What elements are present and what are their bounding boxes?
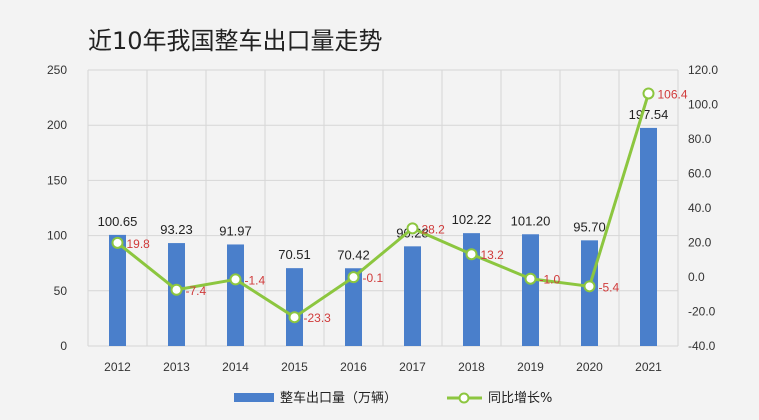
x-tick-label: 2018: [458, 360, 485, 374]
x-tick-label: 2020: [576, 360, 603, 374]
legend: 整车出口量（万辆） 同比增长%: [234, 390, 552, 406]
bar-value-label: 197.54: [629, 107, 669, 122]
line-series: 19.8 -7.4 -1.4 -23.3 -0.1 28.2 13.2 -1.0 -5.4 106…: [111, 87, 688, 325]
x-tick-label: 2012: [104, 360, 131, 374]
bar: [345, 268, 362, 346]
y-axis-right: -40.0 -20.0 0.0 20.0 40.0 60.0 80.0 100.0 120.0: [688, 63, 718, 353]
yoy-value-label: -23.3: [304, 311, 332, 325]
yoy-value-label: -0.1: [363, 271, 384, 285]
bar-value-label: 70.42: [337, 247, 370, 262]
yoy-value-label: -7.4: [186, 284, 207, 298]
bar-series: [109, 127, 657, 347]
y-left-tick-label: 100: [47, 229, 67, 243]
x-tick-label: 2021: [635, 360, 662, 374]
yoy-point: [229, 273, 242, 286]
legend-line-label: 同比增长%: [488, 391, 552, 406]
yoy-point: [465, 248, 478, 261]
yoy-line: [116, 93, 650, 319]
y-right-tick-label: -40.0: [688, 339, 716, 353]
yoy-value-label: -5.4: [599, 280, 620, 294]
yoy-value-label: 28.2: [422, 222, 446, 236]
yoy-point: [288, 311, 301, 324]
bar-value-label: 101.20: [511, 213, 551, 228]
chart-title: 近10年我国整车出口量走势: [88, 27, 383, 55]
bar-value-label: 91.97: [219, 223, 252, 238]
legend-bar-swatch: [234, 393, 274, 402]
bar-value-label: 70.51: [278, 247, 311, 262]
bar: [463, 233, 480, 346]
bar: [404, 246, 421, 346]
yoy-value-label: -1.4: [245, 273, 266, 287]
bar: [227, 244, 244, 346]
y-left-tick-label: 50: [54, 284, 68, 298]
y-right-tick-label: 100.0: [688, 98, 718, 112]
yoy-value-label: -1.0: [540, 273, 561, 287]
bar-value-label: 100.65: [98, 214, 138, 229]
bar-value-label: 93.23: [160, 222, 193, 237]
bar: [109, 234, 126, 346]
yoy-point: [170, 283, 183, 296]
yoy-point: [583, 280, 596, 293]
yoy-point: [406, 222, 419, 235]
bar-value-label: 95.70: [573, 219, 606, 234]
x-tick-label: 2013: [163, 360, 190, 374]
bar: [640, 127, 657, 347]
y-right-tick-label: 60.0: [688, 167, 712, 181]
y-right-tick-label: 80.0: [688, 132, 712, 146]
yoy-point: [642, 87, 655, 100]
x-tick-label: 2015: [281, 360, 308, 374]
grid: [87, 69, 679, 347]
y-right-tick-label: 0.0: [688, 270, 705, 284]
x-tick-label: 2019: [517, 360, 544, 374]
y-left-tick-label: 0: [60, 339, 67, 353]
x-tick-label: 2016: [340, 360, 367, 374]
yoy-point: [111, 236, 124, 249]
y-left-tick-label: 200: [47, 118, 67, 132]
y-right-tick-label: 20.0: [688, 236, 712, 250]
bar: [522, 234, 539, 346]
legend-bar-label: 整车出口量（万辆）: [280, 390, 397, 406]
legend-line-marker: [458, 392, 470, 404]
y-axis-left: 0 50 100 150 200 250: [47, 63, 67, 353]
yoy-value-label: 19.8: [127, 237, 151, 251]
bar: [581, 240, 598, 346]
yoy-point: [524, 272, 537, 285]
y-left-tick-label: 150: [47, 173, 67, 187]
bar-value-label: 102.22: [452, 212, 492, 227]
yoy-point: [347, 271, 360, 284]
x-tick-label: 2014: [222, 360, 249, 374]
x-tick-label: 2017: [399, 360, 426, 374]
y-right-tick-label: 120.0: [688, 63, 718, 77]
y-right-tick-label: 40.0: [688, 201, 712, 215]
y-right-tick-label: -20.0: [688, 305, 716, 319]
bar-value-labels: 100.6593.2391.9770.5170.4290.28102.22101…: [98, 107, 669, 262]
yoy-value-label: 13.2: [481, 248, 505, 262]
x-axis: 2012 2013 2014 2015 2016 2017 2018 2019 2020 2021: [104, 360, 662, 374]
yoy-value-label: 106.4: [658, 87, 688, 101]
y-left-tick-label: 250: [47, 63, 67, 77]
bar: [286, 268, 303, 346]
